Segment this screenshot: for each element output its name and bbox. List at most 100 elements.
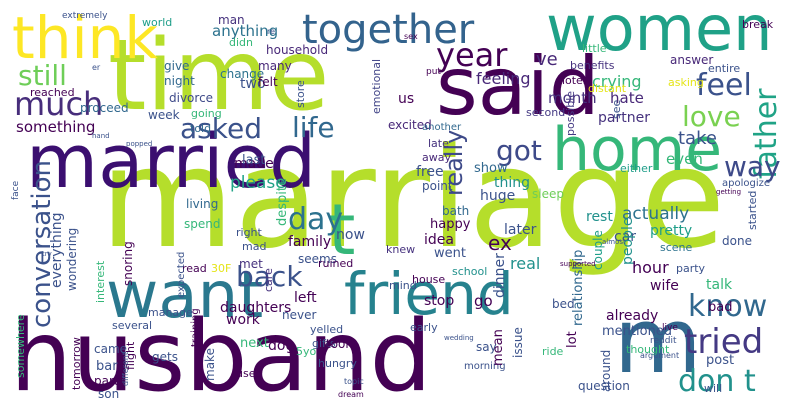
word-supported: supported (560, 260, 596, 268)
word-felt: felt (258, 75, 278, 89)
word-mind: mind (389, 279, 417, 292)
word-tried: tried (684, 322, 763, 362)
word-back: back (236, 260, 303, 293)
word-give: give (164, 59, 189, 73)
word-entire: entire (708, 62, 740, 75)
word-read: read (182, 262, 207, 275)
word-left: left (294, 290, 317, 306)
word-relationship: relationship (571, 250, 586, 326)
word-didn: didn (229, 36, 253, 49)
word-anything: anything (212, 22, 278, 40)
word-post: post (706, 353, 734, 368)
word-thing: thing (494, 175, 530, 191)
word-got: got (496, 134, 542, 167)
word-house: house (412, 273, 445, 286)
word-another: another (422, 122, 462, 133)
word-idea: idea (424, 232, 454, 248)
word-training: training (190, 308, 201, 347)
word-try: try (42, 250, 52, 258)
word-gifts: gifts (312, 337, 336, 350)
word-change: change (220, 67, 264, 81)
word-real: real (510, 254, 540, 273)
word-benefits: benefits (570, 59, 615, 72)
word-manage: manage (148, 306, 193, 319)
word-time: time (108, 19, 329, 133)
word-question: question (578, 379, 630, 393)
word-hour: hour (632, 258, 669, 277)
word-school: school (452, 265, 487, 278)
word-proceed: proceed (80, 101, 129, 115)
word-ve: ve (536, 49, 558, 70)
word-dream: dream (338, 390, 364, 399)
word-talk: talk (706, 277, 733, 293)
word-reddit: reddit (650, 336, 677, 346)
word-going: going (191, 107, 222, 120)
word-excited: excited (388, 118, 432, 132)
word-life: life (292, 111, 335, 144)
word-answer: answer (670, 53, 713, 67)
word-bar: bar (96, 359, 118, 374)
word-huge: huge (480, 188, 515, 204)
word-re: re (267, 27, 275, 36)
word-hate: hate (610, 89, 644, 107)
word-rest: rest (586, 209, 613, 225)
word-said: said (436, 40, 600, 133)
word-many: many (258, 59, 292, 73)
word-expected: expected (176, 252, 187, 298)
word-think: think (12, 4, 158, 72)
word-second: second (526, 106, 565, 119)
word-possible: possible (564, 91, 577, 136)
word-friend: friend (344, 260, 514, 328)
word-two: two (240, 76, 266, 92)
word-went: went (434, 246, 466, 261)
word-never: never (282, 308, 316, 322)
word-somewhere: somewhere (14, 314, 27, 378)
word-issue: issue (511, 327, 525, 358)
word-put: put (426, 67, 441, 77)
word-popped: popped (126, 140, 152, 148)
word-daughters: daughters (220, 300, 291, 316)
word-world: world (142, 16, 172, 29)
word-say: say (476, 340, 497, 354)
word-reached: reached (30, 86, 75, 99)
word-father: father (749, 88, 784, 179)
word-see: see (610, 100, 623, 119)
word-make: make (203, 348, 217, 381)
word-together: together (302, 7, 475, 53)
word-argument: argument (640, 351, 679, 360)
word-man: man (218, 13, 245, 27)
word-sex: sex (404, 32, 418, 41)
word-apologize: apologize (722, 178, 770, 189)
word-happy: happy (430, 217, 471, 232)
word-know: know (688, 289, 767, 324)
word-want: want (106, 259, 263, 333)
word-ex: ex (488, 231, 512, 255)
word-wondering: wondering (65, 228, 79, 291)
word-asking: asking (668, 76, 704, 89)
word-day: day (288, 202, 343, 237)
word-way: way (724, 150, 781, 183)
word-took: took (326, 337, 352, 351)
word-flight: flight (124, 341, 137, 370)
word-son: son (98, 387, 119, 399)
word-please: please (230, 173, 286, 193)
word-household: household (266, 43, 328, 57)
word-snoring: snoring (121, 241, 135, 286)
word-month: month (548, 89, 597, 107)
word-sleep: sleep (532, 187, 564, 201)
word-dinner: dinner (492, 253, 508, 298)
word-later: later (504, 222, 537, 238)
word-distant: distant (588, 82, 627, 95)
word-already: already (606, 308, 658, 324)
word-different: different (121, 352, 130, 386)
word-now: now (336, 227, 365, 243)
word-care: care (262, 268, 275, 292)
word-still: still (18, 59, 67, 92)
word-next: next (240, 336, 269, 351)
word-free: free (416, 164, 444, 180)
word-much: much (14, 85, 103, 123)
word-hand: hand (92, 132, 110, 140)
word-5yo: 5yo (296, 345, 317, 358)
word-almost: almost (602, 238, 626, 246)
